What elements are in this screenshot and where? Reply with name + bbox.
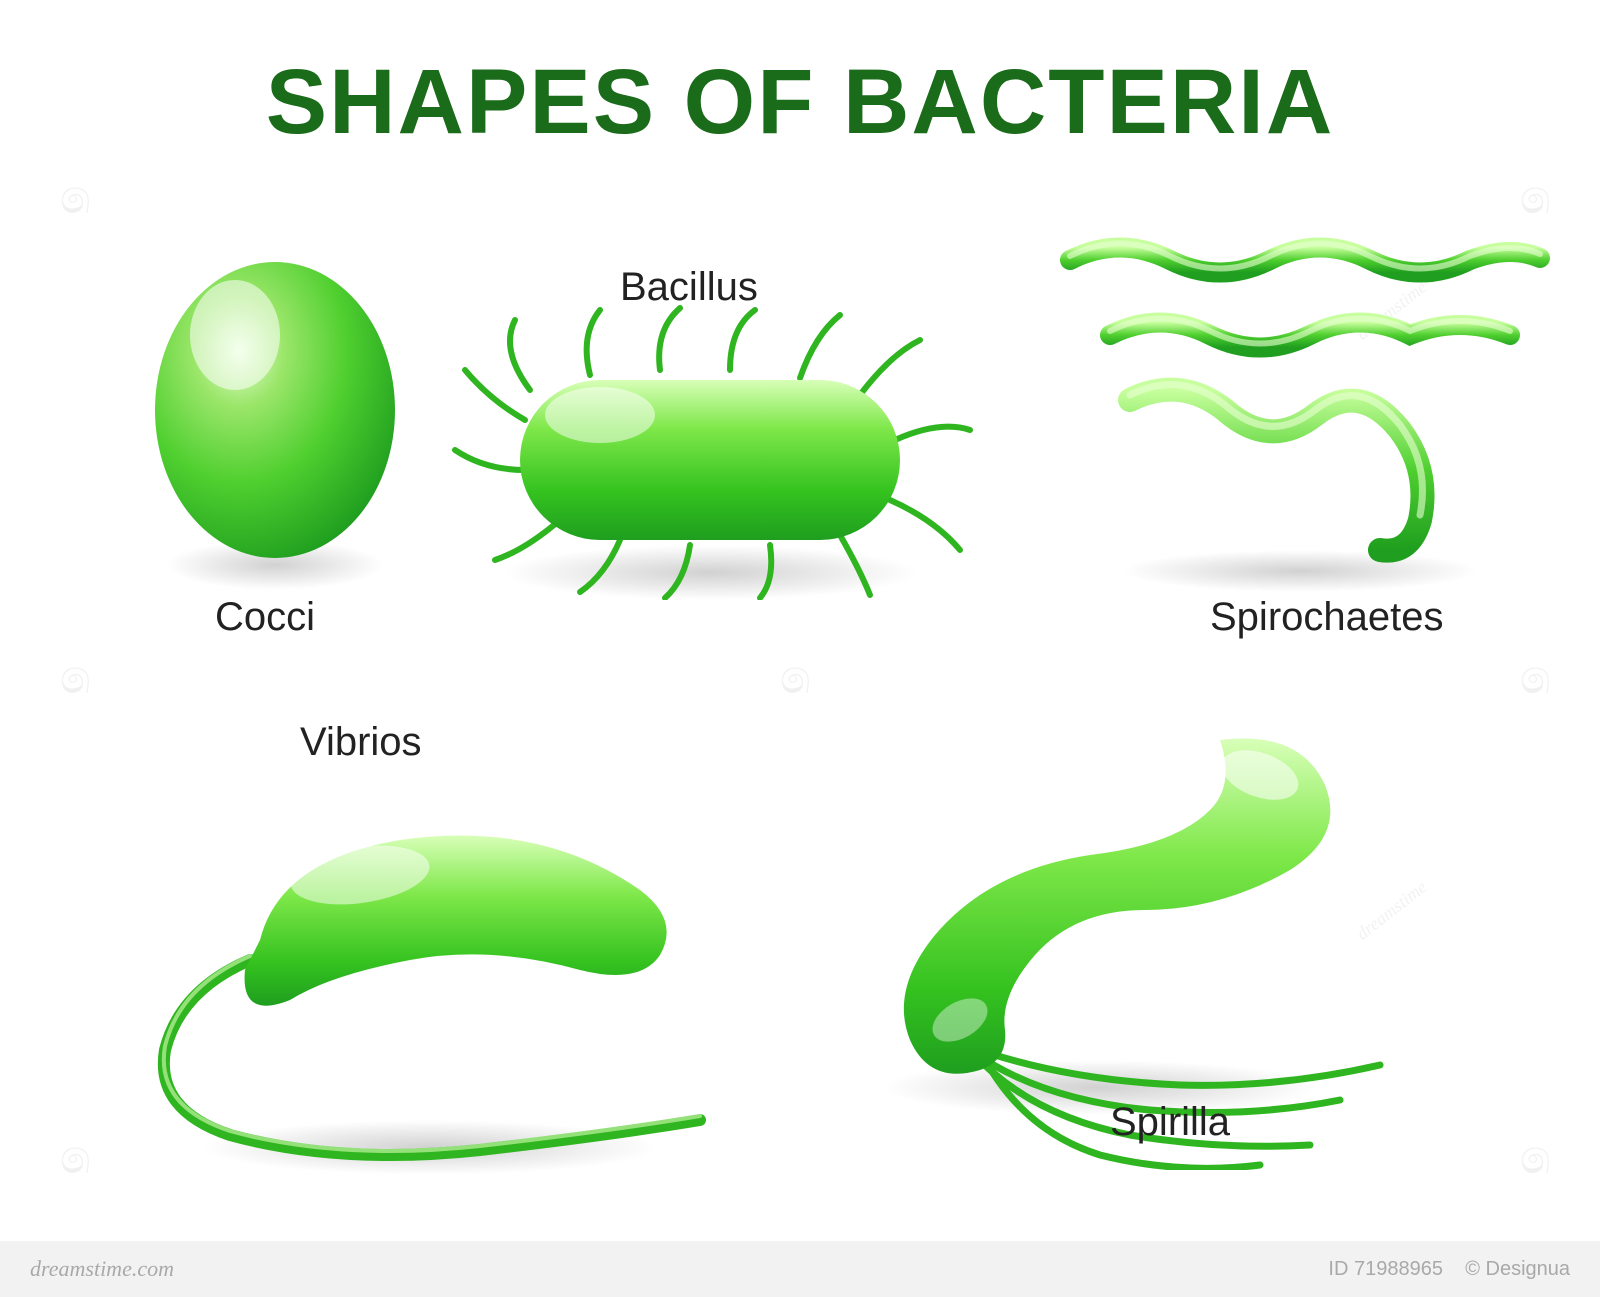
spirilla-shape — [780, 700, 1420, 1170]
watermark-id: ID 71988965 — [1328, 1258, 1443, 1280]
watermark-swirl: ෧ — [1520, 170, 1551, 226]
spirochaetes-label: Spirochaetes — [1210, 595, 1443, 640]
vibrios-shape — [140, 770, 760, 1190]
watermark-swirl: ෧ — [60, 1130, 91, 1186]
spirilla-label: Spirilla — [1110, 1100, 1230, 1145]
cocci-shape — [140, 250, 410, 570]
bacillus-label: Bacillus — [620, 265, 758, 310]
watermark-bar: dreamstime.com ID 71988965 © Designua — [0, 1241, 1600, 1297]
watermark-author: © Designua — [1465, 1258, 1570, 1280]
watermark-right: ID 71988965 © Designua — [1328, 1258, 1570, 1281]
cocci-label: Cocci — [215, 595, 315, 640]
spirochaetes-shape — [1050, 230, 1550, 570]
vibrios-label: Vibrios — [300, 720, 422, 765]
page-title: SHAPES OF BACTERIA — [0, 50, 1600, 155]
watermark-swirl: ෧ — [60, 650, 91, 706]
watermark-swirl: ෧ — [60, 170, 91, 226]
bacillus-shape — [430, 300, 990, 600]
watermark-swirl: ෧ — [1520, 650, 1551, 706]
watermark-swirl: ෧ — [1520, 1130, 1551, 1186]
watermark-site: dreamstime.com — [30, 1256, 174, 1282]
watermark-swirl: ෧ — [780, 650, 811, 706]
